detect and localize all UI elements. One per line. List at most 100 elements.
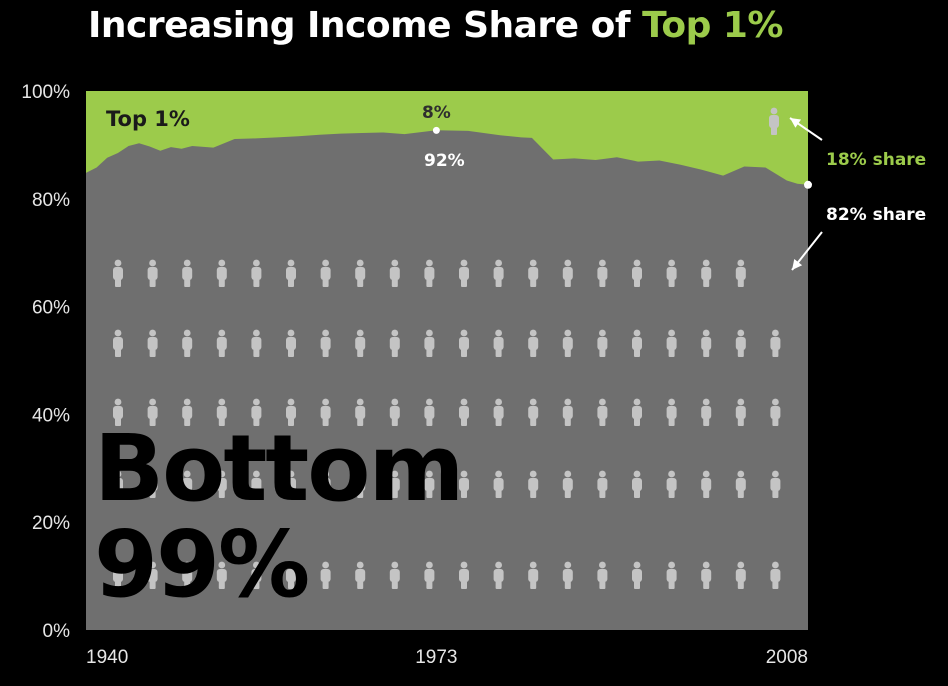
person-figure: [701, 561, 712, 589]
figure-head: [737, 470, 745, 478]
figure-head: [564, 398, 572, 406]
person-figure: [597, 259, 608, 287]
figure-legs: [426, 418, 433, 426]
figure-legs: [668, 418, 675, 426]
figure-legs: [772, 349, 779, 357]
figure-body: [632, 337, 642, 350]
figure-legs: [288, 581, 294, 589]
figure-head: [287, 329, 295, 337]
figure-head: [356, 561, 364, 569]
figure-legs: [184, 349, 191, 357]
figure-body: [216, 406, 227, 419]
figure-legs: [322, 418, 329, 426]
figure-body: [389, 569, 400, 582]
figure-head: [426, 561, 433, 569]
person-figure: [459, 259, 469, 287]
person-figure: [424, 329, 435, 357]
person-figure: [597, 561, 608, 589]
figure-legs: [495, 349, 502, 357]
figure-body: [320, 267, 331, 280]
figure-head: [599, 329, 606, 337]
person-figure: [666, 329, 677, 357]
person-figure: [286, 398, 296, 426]
figure-body: [147, 267, 158, 280]
person-figure: [286, 561, 296, 589]
figure-legs: [253, 581, 260, 589]
figure-head: [460, 398, 468, 406]
person-figure: [355, 259, 366, 287]
figure-body: [701, 267, 712, 280]
figure-head: [633, 398, 641, 406]
figure-head: [149, 470, 157, 478]
figure-body: [389, 337, 400, 350]
person-figure: [666, 561, 677, 589]
figure-legs: [253, 279, 260, 287]
figure-head: [529, 398, 537, 406]
figure-legs: [322, 490, 329, 498]
figure-head: [218, 259, 226, 267]
figure-body: [459, 267, 469, 280]
figure-head: [356, 329, 364, 337]
top-person-figure: [769, 107, 779, 135]
person-figure: [562, 329, 573, 357]
figure-legs: [634, 279, 640, 287]
figure-legs: [115, 349, 121, 357]
figure-legs: [599, 581, 606, 589]
x-tick-label: 1940: [86, 647, 128, 668]
figure-body: [182, 569, 193, 582]
figure-body: [666, 478, 677, 491]
person-figure: [355, 398, 366, 426]
figure-head: [253, 259, 260, 267]
person-figure: [147, 561, 158, 589]
figure-head: [426, 470, 433, 478]
figure-head: [529, 329, 537, 337]
figure-legs: [703, 349, 710, 357]
figure-legs: [461, 490, 467, 498]
title-highlight: Top 1%: [642, 5, 783, 46]
person-figure: [597, 398, 608, 426]
bottom-area-label-line2: 99%: [94, 511, 308, 618]
figure-legs: [149, 418, 156, 426]
figure-legs: [495, 418, 502, 426]
end-top-share-label: 18% share: [826, 150, 926, 170]
figure-head: [253, 470, 260, 478]
figure-body: [216, 337, 227, 350]
figure-body: [251, 267, 262, 280]
person-figure: [113, 561, 123, 589]
figure-body: [286, 406, 296, 419]
figure-head: [183, 259, 191, 267]
figure-body: [424, 569, 435, 582]
person-figure: [528, 398, 539, 426]
figure-legs: [391, 581, 398, 589]
figure-head: [218, 470, 226, 478]
person-figure: [493, 470, 504, 498]
figure-head: [668, 470, 675, 478]
person-figure: [320, 329, 331, 357]
figure-legs: [737, 418, 744, 426]
figure-body: [528, 267, 539, 280]
figure-legs: [772, 418, 779, 426]
figure-head: [599, 470, 606, 478]
person-figure: [251, 470, 262, 498]
figure-legs: [737, 581, 744, 589]
person-figure: [389, 259, 400, 287]
arrow-head: [792, 259, 803, 270]
figure-head: [702, 561, 710, 569]
figure-body: [493, 267, 504, 280]
figure-body: [528, 478, 539, 491]
person-figure: [216, 561, 227, 589]
figure-head: [668, 259, 675, 267]
person-figure: [493, 398, 504, 426]
figure-body: [459, 569, 469, 582]
figure-legs: [391, 418, 398, 426]
figure-legs: [288, 349, 294, 357]
figure-head: [460, 470, 468, 478]
figure-body: [735, 569, 746, 582]
figure-body: [769, 115, 779, 128]
figure-body: [389, 406, 400, 419]
person-figure: [701, 398, 712, 426]
person-figure: [424, 470, 435, 498]
figure-body: [632, 267, 642, 280]
y-tick-label: 20%: [32, 513, 70, 534]
figure-body: [597, 337, 608, 350]
